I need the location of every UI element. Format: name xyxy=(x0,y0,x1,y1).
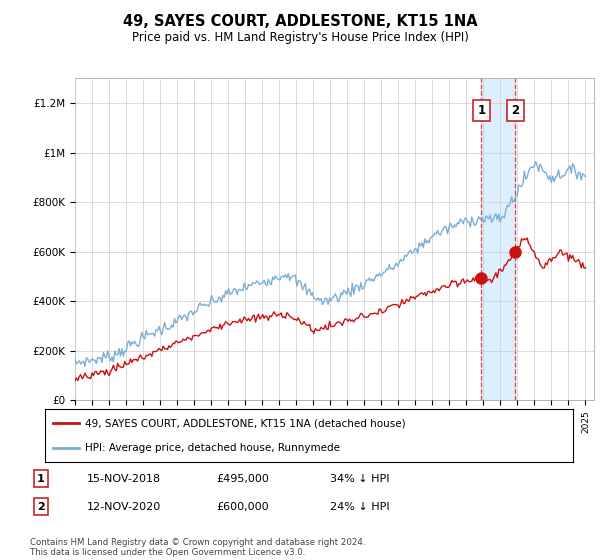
Text: 1: 1 xyxy=(477,104,485,117)
Text: 49, SAYES COURT, ADDLESTONE, KT15 1NA: 49, SAYES COURT, ADDLESTONE, KT15 1NA xyxy=(122,14,478,29)
Text: HPI: Average price, detached house, Runnymede: HPI: Average price, detached house, Runn… xyxy=(85,442,340,452)
Text: £600,000: £600,000 xyxy=(216,502,269,512)
Text: 1: 1 xyxy=(37,474,44,484)
Text: 15-NOV-2018: 15-NOV-2018 xyxy=(87,474,161,484)
Text: 34% ↓ HPI: 34% ↓ HPI xyxy=(330,474,389,484)
Bar xyxy=(481,78,515,400)
Text: 2: 2 xyxy=(511,104,520,117)
Text: £495,000: £495,000 xyxy=(216,474,269,484)
Text: 12-NOV-2020: 12-NOV-2020 xyxy=(87,502,161,512)
Text: 2: 2 xyxy=(37,502,44,512)
Text: Contains HM Land Registry data © Crown copyright and database right 2024.
This d: Contains HM Land Registry data © Crown c… xyxy=(30,538,365,557)
Text: 24% ↓ HPI: 24% ↓ HPI xyxy=(330,502,389,512)
Text: 49, SAYES COURT, ADDLESTONE, KT15 1NA (detached house): 49, SAYES COURT, ADDLESTONE, KT15 1NA (d… xyxy=(85,418,405,428)
Text: Price paid vs. HM Land Registry's House Price Index (HPI): Price paid vs. HM Land Registry's House … xyxy=(131,31,469,44)
